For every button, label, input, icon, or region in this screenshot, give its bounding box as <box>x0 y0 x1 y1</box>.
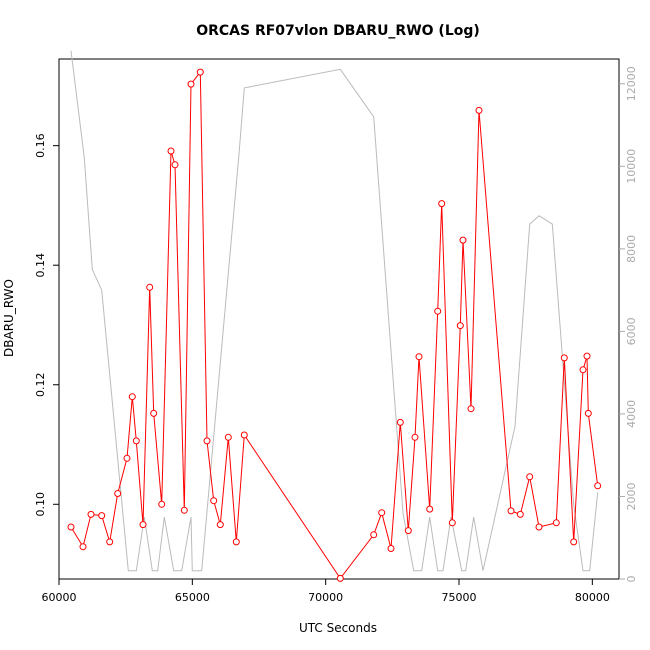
data-point <box>132 437 140 445</box>
data-point <box>106 538 114 546</box>
data-point <box>240 431 248 439</box>
data-point <box>196 68 204 76</box>
y2-tick-label: 10000 <box>625 149 638 184</box>
data-point <box>560 354 568 362</box>
x-tick-label: 60000 <box>42 591 77 604</box>
data-point <box>67 523 75 531</box>
data-point <box>171 161 179 169</box>
data-point <box>378 509 386 517</box>
data-point <box>98 512 106 520</box>
data-point <box>579 366 587 374</box>
x-axis-label: UTC Seconds <box>299 621 377 635</box>
data-point <box>594 482 602 490</box>
data-point <box>415 353 423 361</box>
y-axis-label: DBARU_RWO <box>2 279 16 357</box>
data-point <box>187 80 195 88</box>
data-point <box>180 506 188 514</box>
y-tick-label: 0.16 <box>34 133 47 158</box>
data-point <box>87 510 95 518</box>
y-tick-label: 0.10 <box>34 492 47 517</box>
data-point <box>507 507 515 515</box>
data-point <box>232 538 240 546</box>
plot-frame <box>58 58 620 580</box>
data-point <box>370 531 378 539</box>
y-tick-label: 0.14 <box>34 253 47 278</box>
data-point <box>448 519 456 527</box>
data-point <box>396 418 404 426</box>
x-tick-label: 70000 <box>308 591 343 604</box>
data-point <box>583 352 591 360</box>
y2-tick-label: 4000 <box>625 400 638 428</box>
data-point <box>216 521 224 529</box>
data-point <box>584 409 592 417</box>
data-point <box>526 473 534 481</box>
series-left-axis <box>67 68 602 582</box>
y2-tick-label: 8000 <box>625 235 638 263</box>
y2-tick-label: 0 <box>625 576 638 583</box>
data-point <box>467 405 475 413</box>
data-point <box>387 545 395 552</box>
series-line <box>70 70 599 580</box>
data-point <box>128 393 136 401</box>
x-tick-label: 75000 <box>442 591 477 604</box>
chart-title: ORCAS RF07vlon DBARU_RWO (Log) <box>196 23 480 39</box>
series-layer <box>67 50 602 582</box>
data-point <box>139 521 147 529</box>
y2-axis: 0 2000 4000 6000 8000 10000 12000 <box>619 66 638 583</box>
data-point <box>114 490 122 497</box>
data-point <box>426 505 434 513</box>
data-point <box>456 322 464 330</box>
y-axis: 0.10 0.12 0.14 0.16 <box>34 133 59 517</box>
data-point <box>79 543 87 551</box>
data-point <box>535 523 543 531</box>
y2-tick-label: 12000 <box>625 66 638 101</box>
data-point <box>411 433 419 441</box>
data-point <box>475 106 483 114</box>
data-point <box>434 307 442 315</box>
data-point <box>150 409 158 417</box>
y2-tick-label: 2000 <box>625 482 638 510</box>
data-point <box>123 454 131 462</box>
data-point <box>570 538 578 546</box>
data-point <box>404 527 412 535</box>
data-point <box>146 283 154 291</box>
y2-tick-label: 6000 <box>625 317 638 345</box>
data-point <box>158 500 166 508</box>
data-point <box>210 497 218 505</box>
data-point <box>167 147 175 155</box>
data-point <box>459 236 467 244</box>
x-axis: 60000 65000 70000 75000 80000 <box>42 579 610 604</box>
data-point <box>224 433 232 441</box>
data-point <box>203 437 211 445</box>
y-tick-label: 0.12 <box>34 372 47 397</box>
data-point <box>438 200 446 208</box>
data-point <box>552 519 560 527</box>
x-tick-label: 65000 <box>175 591 210 604</box>
x-tick-label: 80000 <box>575 591 610 604</box>
data-point <box>516 510 524 518</box>
data-point <box>336 574 344 582</box>
